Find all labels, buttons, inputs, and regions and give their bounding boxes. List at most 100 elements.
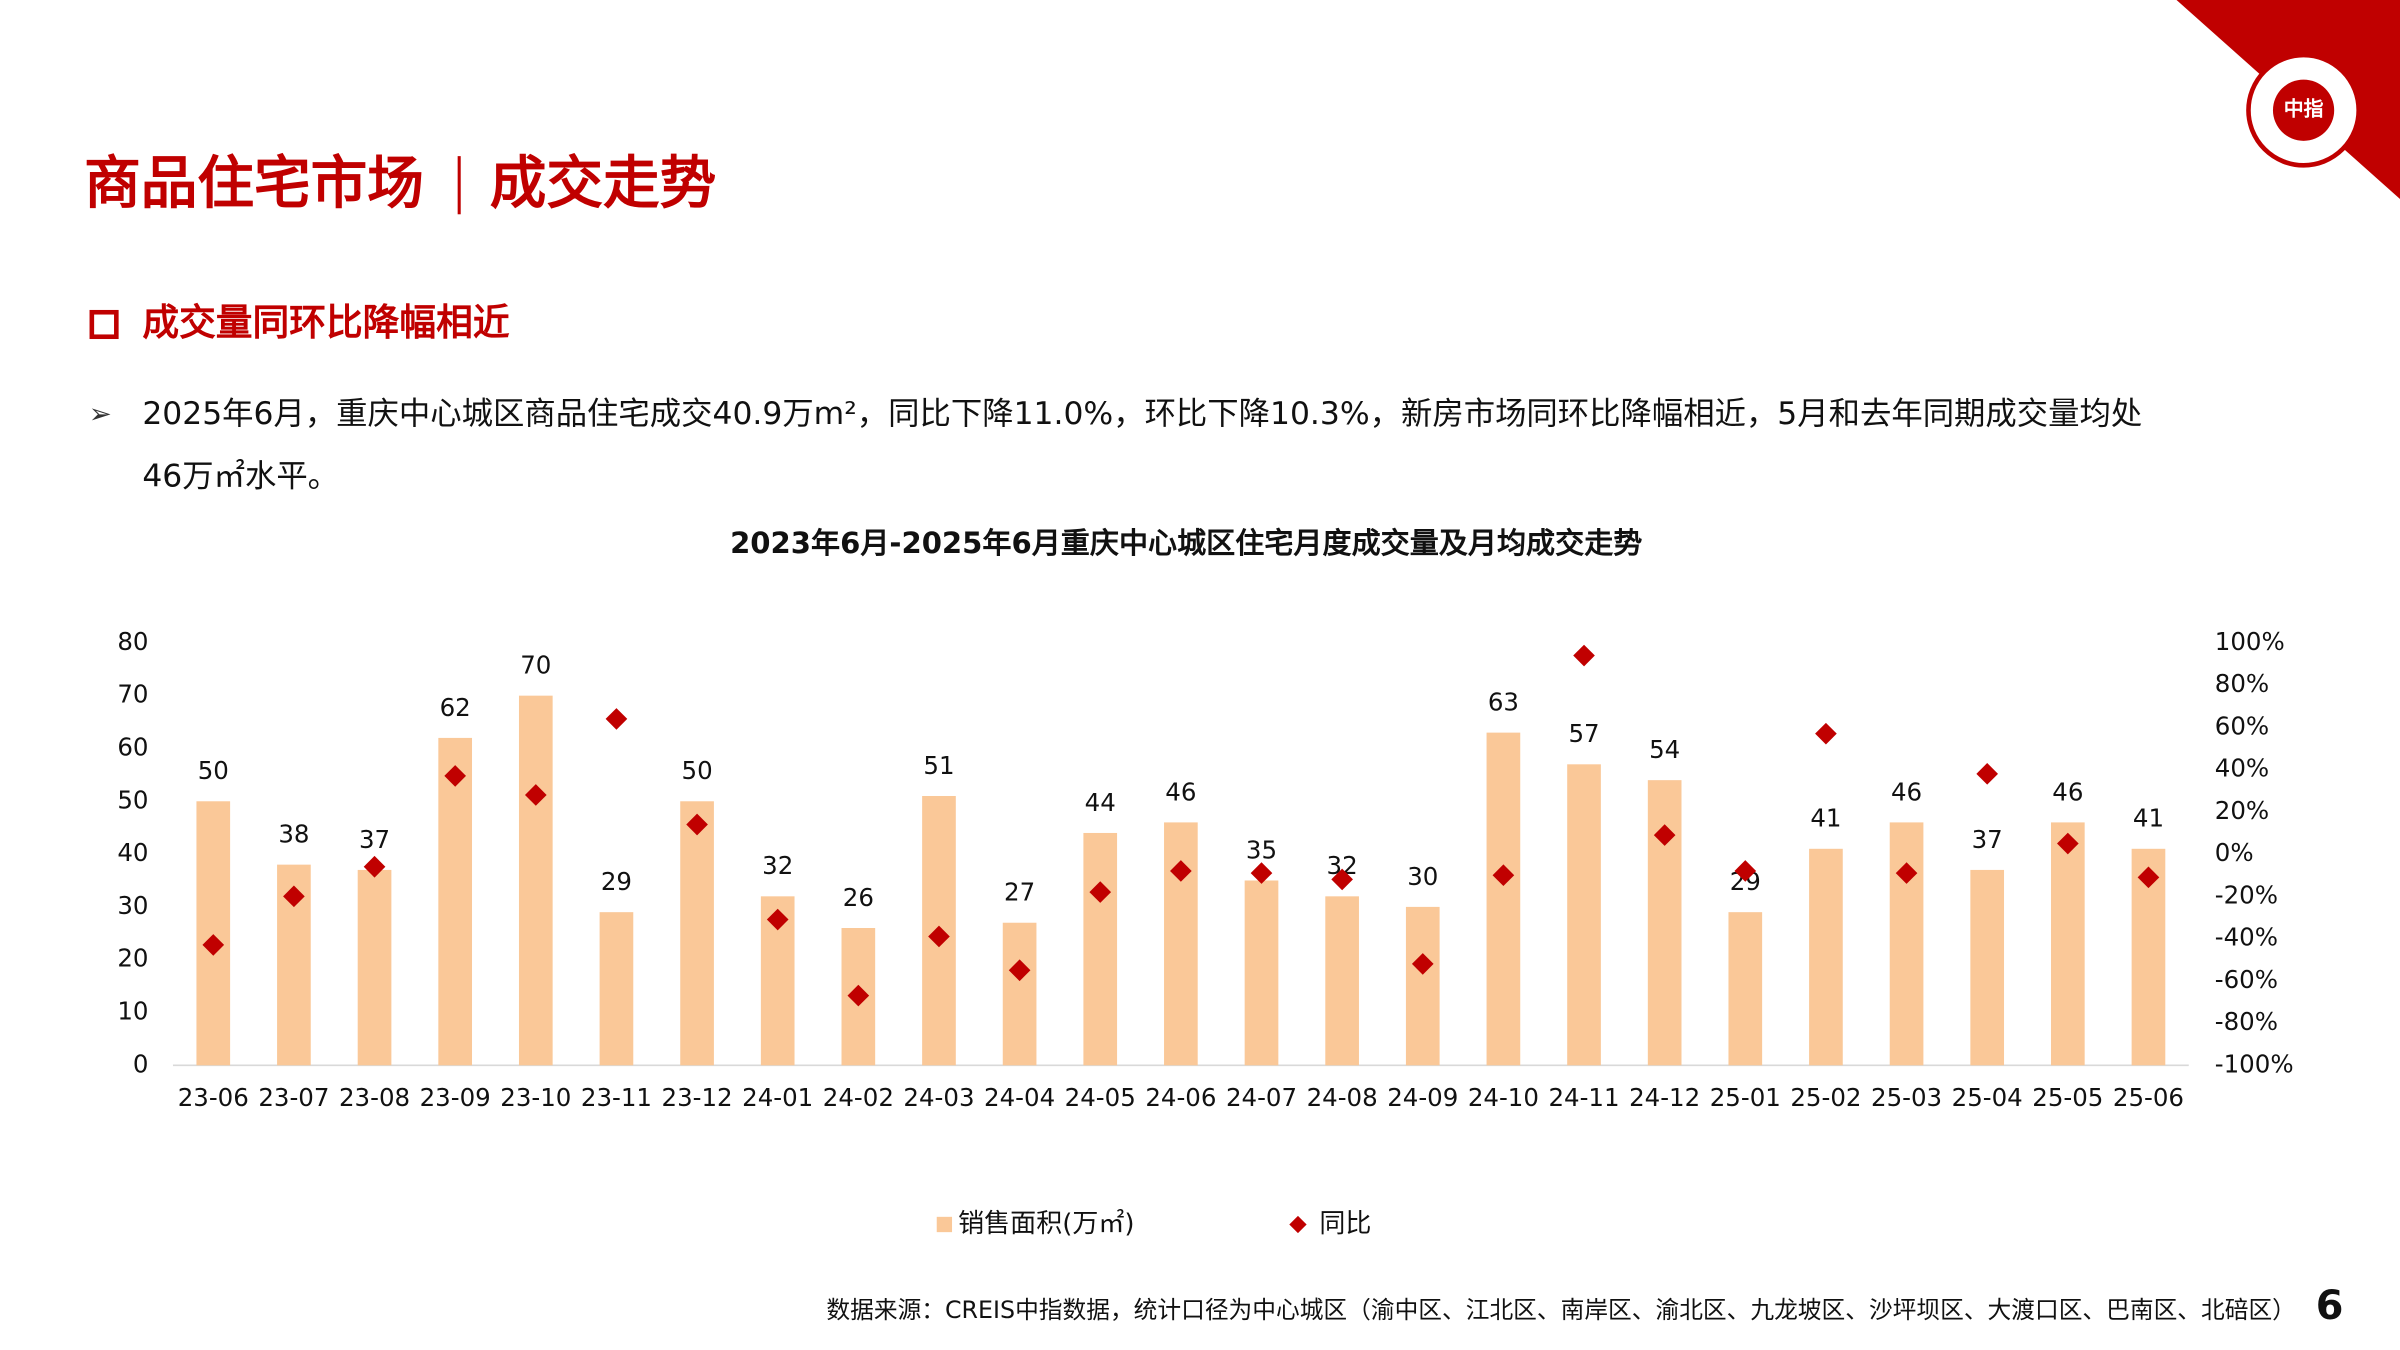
value-label: 50 [682, 756, 713, 785]
title-main: 商品住宅市场 [84, 150, 424, 216]
value-label: 38 [278, 820, 309, 849]
value-label: 41 [1810, 804, 1841, 833]
bar [1244, 880, 1279, 1066]
x-tick-label: 23-10 [500, 1083, 571, 1112]
bar [1405, 906, 1440, 1066]
y2-tick-label: -60% [2215, 965, 2278, 994]
y2-tick-label: -80% [2215, 1007, 2278, 1036]
diamond-marker [1411, 953, 1434, 975]
diamond-marker [1331, 868, 1353, 891]
diamond-marker [363, 855, 386, 878]
value-label: 41 [2133, 804, 2164, 833]
diamond-marker [605, 708, 628, 730]
section-heading: 成交量同环比降幅相近 [142, 301, 509, 344]
bar [438, 737, 473, 1066]
x-tick-label: 23-06 [178, 1083, 249, 1112]
bar [357, 869, 392, 1066]
value-label: 62 [440, 693, 471, 722]
diamond-marker [1734, 860, 1757, 882]
source-note: 数据来源：CREIS中指数据，统计口径为中心城区（渝中区、江北区、南岸区、渝北区… [826, 1296, 2296, 1324]
chart-title: 2023年6月-2025年6月重庆中心城区住宅月度成交量及月均成交走势 [730, 526, 1642, 560]
legend-swatch [1289, 1215, 1307, 1234]
x-tick-label: 23-12 [662, 1083, 733, 1112]
legend-label: 销售面积(万㎡) [958, 1209, 1134, 1239]
value-label: 57 [1568, 719, 1599, 748]
y-tick-label: 50 [117, 785, 148, 814]
x-tick-label: 24-06 [1145, 1083, 1216, 1112]
bullet-line: 46万㎡水平。 [142, 459, 339, 495]
x-tick-label: 25-02 [1790, 1083, 1861, 1112]
diamond-marker [1653, 824, 1676, 846]
x-tick-label: 24-05 [1065, 1083, 1136, 1112]
logo-core [2272, 79, 2335, 141]
y2-tick-label: 20% [2215, 796, 2269, 825]
title-sub: 成交走势 [490, 150, 717, 216]
diamond-marker [1976, 762, 1999, 785]
value-label: 35 [1246, 835, 1277, 864]
legend-swatch [936, 1216, 953, 1233]
section-bullet [89, 309, 119, 340]
value-label: 37 [359, 825, 390, 854]
bullet-arrow: ➢ [89, 398, 112, 430]
x-tick-label: 24-11 [1548, 1083, 1619, 1112]
value-label: 50 [198, 756, 229, 785]
x-tick-label: 25-06 [2113, 1083, 2184, 1112]
diamond-marker [766, 908, 789, 931]
x-tick-label: 25-05 [2032, 1083, 2103, 1112]
y-tick-label: 30 [117, 891, 148, 920]
diamond-marker [1250, 862, 1273, 884]
value-label: 46 [1891, 777, 1922, 806]
y-tick-label: 0 [133, 1049, 149, 1078]
logo-text: 中指 [2284, 98, 2324, 121]
bar [599, 912, 634, 1066]
y2-tick-label: 0% [2215, 838, 2254, 867]
value-label: 51 [923, 751, 954, 780]
x-tick-label: 23-09 [420, 1083, 491, 1112]
value-label: 32 [762, 851, 793, 880]
x-tick-label: 25-03 [1871, 1083, 1942, 1112]
bar [1486, 732, 1521, 1066]
x-tick-label: 23-08 [339, 1083, 410, 1112]
diamond-marker [1895, 862, 1918, 884]
bar [1567, 764, 1601, 1066]
x-tick-label: 24-08 [1307, 1083, 1378, 1112]
diamond-marker [928, 925, 950, 948]
y-tick-label: 20 [117, 944, 148, 973]
value-label: 30 [1407, 862, 1438, 891]
x-tick-label: 24-09 [1387, 1083, 1458, 1112]
value-label: 46 [2052, 777, 2083, 806]
y-tick-label: 10 [117, 997, 148, 1026]
y2-tick-label: 40% [2215, 754, 2269, 783]
diamond-marker [283, 885, 305, 908]
value-label: 44 [1085, 788, 1116, 817]
page-number: 6 [2316, 1283, 2344, 1329]
diamond-marker [1815, 722, 1837, 745]
bar [1083, 832, 1118, 1066]
bar [196, 801, 231, 1066]
value-label: 54 [1649, 735, 1680, 764]
y2-tick-label: 80% [2215, 669, 2269, 698]
value-label: 37 [1972, 825, 2003, 854]
y-tick-label: 80 [117, 627, 148, 656]
diamond-marker [1089, 881, 1112, 903]
value-label: 46 [1165, 777, 1196, 806]
x-tick-label: 24-02 [823, 1083, 894, 1112]
x-tick-label: 25-01 [1710, 1083, 1781, 1112]
x-tick-label: 24-03 [903, 1083, 974, 1112]
x-tick-label: 24-04 [984, 1083, 1055, 1112]
x-tick-label: 23-07 [258, 1083, 329, 1112]
bar [1002, 922, 1037, 1066]
diamond-marker [686, 813, 708, 836]
y-tick-label: 40 [117, 838, 148, 867]
legend-label: 同比 [1319, 1209, 1371, 1239]
diamond-marker [1008, 959, 1031, 982]
diamond-marker [524, 784, 547, 806]
bullet-line: 2025年6月，重庆中心城区商品住宅成交40.9万m²，同比下降11.0%，环比… [142, 396, 2142, 432]
value-label: 70 [520, 651, 551, 680]
value-label: 26 [843, 883, 874, 912]
y-tick-label: 70 [117, 680, 148, 709]
diamond-marker [1170, 860, 1192, 882]
y-tick-label: 60 [117, 732, 148, 761]
